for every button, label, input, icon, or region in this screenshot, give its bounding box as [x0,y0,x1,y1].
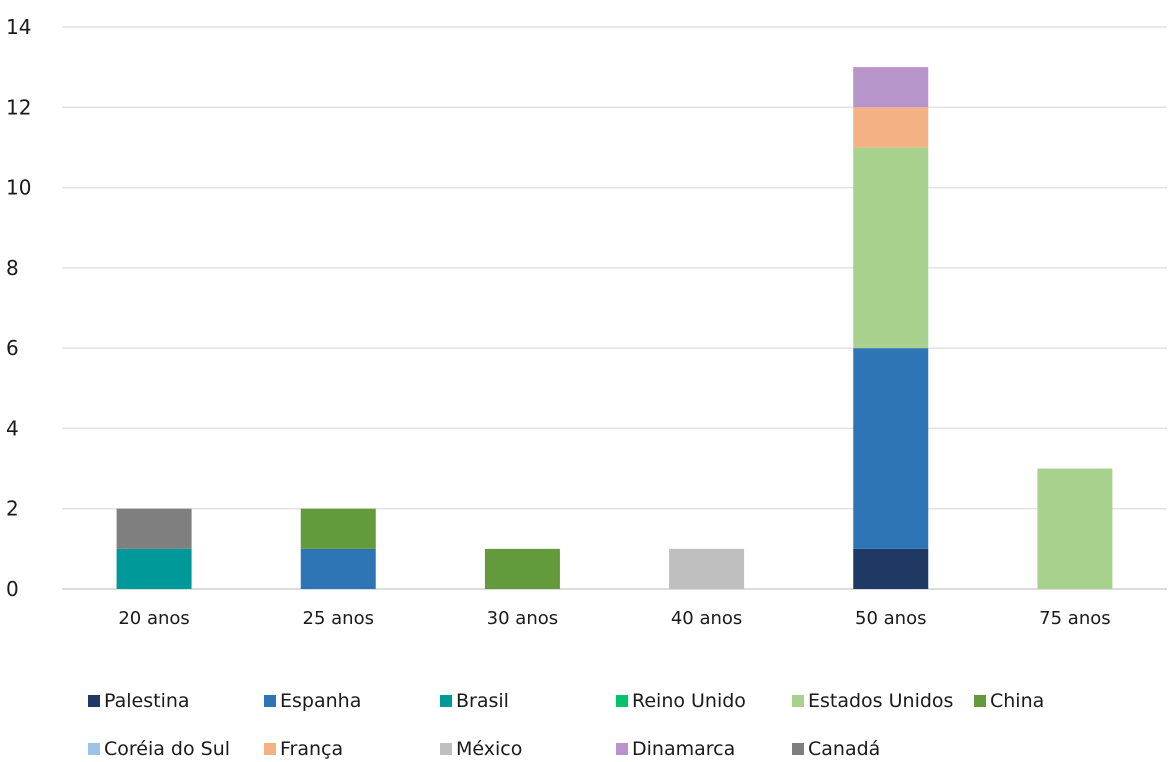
legend-item: Reino Unido [616,690,746,712]
legend-label: Brasil [456,690,509,712]
legend-swatch [792,695,804,707]
x-category-label: 20 anos [118,608,189,629]
y-axis-tick-labels: 0 2 4 6 8 10 12 14 [6,15,31,601]
bar-segment [853,348,929,549]
legend-item: Estados Unidos [792,690,953,712]
legend-swatch [440,743,452,755]
stacked-bar-chart: 0 2 4 6 8 10 12 14 20 anos 25 anos 30 anos 40 anos… [6,15,1167,629]
x-category-label: 75 anos [1039,608,1110,629]
x-category-label: 40 anos [671,608,742,629]
legend-swatch [264,695,276,707]
y-tick-label: 0 [6,577,19,601]
legend-swatch [974,695,986,707]
legend-label: Estados Unidos [808,690,954,712]
bar-segment [116,508,192,549]
bar-segment [300,508,376,549]
legend-label: Palestina [104,690,190,712]
legend-swatch [792,743,804,755]
legend-label: Reino Unido [632,690,746,712]
x-axis-category-labels: 20 anos 25 anos 30 anos 40 anos 50 anos 75 an… [118,608,1110,629]
x-category-label: 30 anos [487,608,558,629]
legend-swatch [440,695,452,707]
legend-item: Canadá [792,738,880,760]
bar-segment [300,548,376,589]
legend-item: China [974,690,1044,712]
legend-label: Canadá [808,738,881,760]
legend-label: México [456,738,523,760]
legend-swatch [88,695,100,707]
legend-item: Coréia do Sul [88,738,230,760]
legend-label: Dinamarca [632,738,736,760]
bar-segment [116,548,192,589]
y-tick-label: 12 [6,95,31,119]
y-tick-label: 2 [6,497,19,521]
legend-swatch [264,743,276,755]
y-tick-label: 8 [6,256,19,280]
y-tick-label: 10 [6,176,31,200]
bar-segment [853,548,929,589]
legend-label: França [280,738,344,760]
legend-item: Espanha [264,690,361,712]
legend-swatch [616,743,628,755]
legend-item: Brasil [440,690,509,712]
x-category-label: 50 anos [855,608,926,629]
bar-segment [853,147,929,349]
legend-label: Espanha [280,690,362,712]
y-tick-label: 6 [6,336,19,360]
y-tick-label: 4 [6,416,19,440]
bar-segment [853,107,929,148]
y-tick-label: 14 [6,15,31,39]
x-category-label: 25 anos [303,608,374,629]
bar-segment [853,67,929,108]
legend-label: China [990,690,1045,712]
legend-label: Coréia do Sul [104,738,231,760]
legend-item: Palestina [88,690,190,712]
bar-segment [669,548,745,589]
gridlines [62,26,1167,590]
bars [116,67,1113,589]
legend-item: México [440,738,522,760]
legend-item: França [264,738,343,760]
legend-swatch [616,695,628,707]
legend-swatch [88,743,100,755]
legend-item: Dinamarca [616,738,735,760]
bar-segment [484,548,560,589]
bar-segment [1037,468,1113,589]
